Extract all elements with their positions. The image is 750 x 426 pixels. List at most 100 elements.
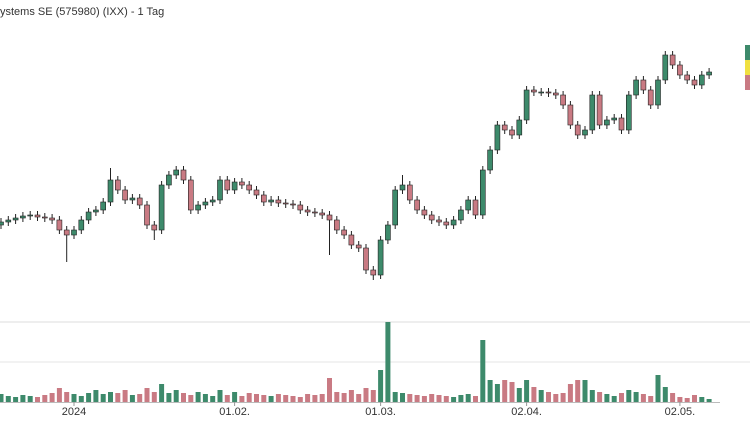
candle-body xyxy=(85,211,92,221)
candle-body xyxy=(684,74,691,81)
candle-body xyxy=(428,214,435,221)
volume-bar xyxy=(166,393,172,402)
x-tick-label: 01.02. xyxy=(219,406,250,418)
volume-bar xyxy=(319,394,325,402)
candle-body xyxy=(268,199,274,203)
candle-body xyxy=(465,199,472,211)
volume-bar xyxy=(356,394,362,402)
volume-bar xyxy=(692,395,697,402)
volume-bar xyxy=(86,393,92,402)
volume-bar xyxy=(195,392,201,402)
volume-bar xyxy=(670,393,676,402)
candle-body xyxy=(647,89,654,106)
candle-body xyxy=(618,117,625,131)
candle-body xyxy=(501,124,508,131)
legend-swatch xyxy=(745,45,750,60)
chart-title: ystems SE (575980) (IXX) - 1 Tag xyxy=(0,6,164,18)
candle-body xyxy=(173,169,179,176)
volume-bar xyxy=(312,395,318,402)
candle-body xyxy=(253,189,260,196)
candle-body xyxy=(202,201,209,206)
volume-bar xyxy=(626,390,632,402)
volume-bar xyxy=(611,396,617,402)
volume-bar xyxy=(137,394,143,402)
volume-bar xyxy=(108,392,113,402)
candle-body xyxy=(625,94,632,131)
volume-bar xyxy=(210,396,216,402)
candle-body xyxy=(436,219,442,223)
candle-body xyxy=(531,89,537,93)
candle-body xyxy=(56,219,63,231)
volume-bar xyxy=(436,395,442,402)
volume-bar xyxy=(261,395,267,402)
candle-body xyxy=(312,211,318,214)
candle-body xyxy=(275,199,282,204)
candle-body xyxy=(333,219,340,231)
candle-body xyxy=(392,189,399,226)
candle-body xyxy=(509,129,515,136)
volume-bar xyxy=(268,396,274,402)
candle-body xyxy=(706,71,712,76)
candle-body xyxy=(458,209,464,221)
volume-bar xyxy=(181,393,186,402)
volume-bar xyxy=(392,392,398,402)
candle-body xyxy=(406,184,413,201)
volume-bar xyxy=(619,393,624,402)
volume-bar xyxy=(531,387,537,402)
candle-body xyxy=(122,189,128,201)
candle-body xyxy=(414,199,420,211)
volume-bar xyxy=(538,390,544,402)
candle-body xyxy=(341,229,347,236)
candle-body xyxy=(71,229,77,236)
volume-bar xyxy=(42,395,48,402)
volume-bar xyxy=(604,394,610,402)
volume-bar xyxy=(173,390,179,402)
volume-bar xyxy=(575,380,581,402)
volume-bar xyxy=(0,394,4,402)
candle-body xyxy=(582,129,588,136)
volume-bar xyxy=(662,387,668,402)
volume-bar xyxy=(516,388,522,402)
volume-bar xyxy=(13,397,19,402)
volume-bar xyxy=(582,380,588,402)
volume-bar xyxy=(115,393,121,402)
x-tick-label: 02.05. xyxy=(665,406,696,418)
volume-bar xyxy=(290,396,296,402)
volume-bar xyxy=(232,392,238,402)
volume-bar xyxy=(677,397,683,402)
legend-swatch xyxy=(745,60,750,75)
volume-bar xyxy=(407,394,413,402)
candle-body xyxy=(217,179,223,201)
candle-body xyxy=(180,169,187,181)
volume-bar xyxy=(451,397,457,402)
candle-body xyxy=(282,202,289,205)
volume-bar xyxy=(414,395,420,402)
candle-body xyxy=(41,216,48,219)
volume-bar xyxy=(305,394,311,402)
candle-body xyxy=(239,181,245,186)
candle-body xyxy=(589,94,596,131)
volume-bar xyxy=(421,396,427,402)
candle-body xyxy=(20,215,26,219)
candle-body xyxy=(479,169,486,216)
volume-bar xyxy=(56,388,62,402)
volume-bar xyxy=(480,340,486,402)
volume-bar xyxy=(684,398,690,402)
volume-bar xyxy=(699,397,705,402)
volume-bar xyxy=(648,396,654,402)
candle-body xyxy=(355,244,362,249)
x-tick-label: 01.03. xyxy=(365,406,396,418)
candle-body xyxy=(450,219,457,226)
volume-bar xyxy=(567,384,573,402)
volume-bar xyxy=(5,396,11,402)
volume-bar xyxy=(100,394,106,402)
candle-body xyxy=(662,54,669,81)
volume-bar xyxy=(589,390,595,402)
candle-body xyxy=(443,221,450,226)
volume-bar xyxy=(159,384,165,402)
candle-body xyxy=(640,79,647,91)
candle-body xyxy=(93,209,99,213)
volume-bar xyxy=(27,396,33,402)
volume-bar xyxy=(297,397,303,402)
